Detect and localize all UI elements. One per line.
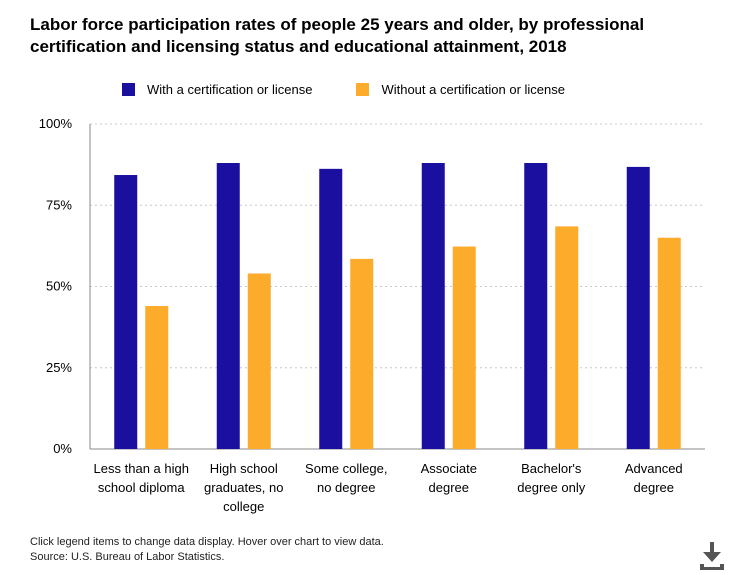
- x-category-label-line: High school: [210, 461, 278, 476]
- x-category-label-line: no degree: [317, 480, 376, 495]
- y-tick-label: 0%: [53, 441, 72, 456]
- footer-note: Click legend items to change data displa…: [30, 536, 384, 548]
- x-category-label: Associate degree: [421, 461, 477, 495]
- x-category-label-line: Some college,: [305, 461, 387, 476]
- x-category-label-line: graduates, no: [204, 480, 284, 495]
- bar-with-cert[interactable]: [626, 166, 650, 449]
- download-button[interactable]: [698, 540, 726, 572]
- y-tick-label: 25%: [46, 360, 72, 375]
- y-tick-label: 100%: [39, 116, 73, 131]
- bar-without-cert[interactable]: [452, 246, 476, 449]
- footer-source: Source: U.S. Bureau of Labor Statistics.: [30, 551, 225, 563]
- x-category-label-line: Less than a high: [94, 461, 189, 476]
- legend-label-without-cert: Without a certification or license: [381, 81, 565, 97]
- bar-without-cert[interactable]: [657, 237, 681, 449]
- x-category-label-line: degree only: [517, 480, 585, 495]
- x-category-label-line: Bachelor's: [521, 461, 582, 476]
- bar-with-cert[interactable]: [421, 163, 445, 449]
- x-category-label-line: degree: [429, 480, 469, 495]
- x-category-label: Less than a high school diploma: [94, 461, 189, 495]
- y-tick-label: 75%: [46, 197, 72, 212]
- download-icon: [700, 542, 724, 570]
- x-category-label-line: college: [223, 499, 264, 514]
- bar-without-cert[interactable]: [350, 258, 374, 449]
- legend-item-without-cert[interactable]: Without a certification or license: [356, 82, 565, 97]
- x-category-label-line: school diploma: [98, 480, 185, 495]
- bar-without-cert[interactable]: [247, 273, 271, 450]
- x-category-label-line: Advanced: [625, 461, 683, 476]
- legend: With a certification or license Without …: [122, 80, 609, 98]
- x-category-label-line: degree: [634, 480, 674, 495]
- bar-with-cert[interactable]: [524, 163, 548, 449]
- bar-without-cert[interactable]: [555, 226, 579, 449]
- bar-with-cert[interactable]: [114, 175, 138, 449]
- x-category-label: Bachelor's degree only: [517, 461, 585, 495]
- legend-label-with-cert: With a certification or license: [147, 81, 313, 97]
- x-category-label: Advanced degree: [625, 461, 683, 495]
- chart-footer: Click legend items to change data displa…: [30, 535, 384, 565]
- x-category-label: High school graduates, no college: [204, 461, 284, 514]
- y-tick-label: 50%: [46, 279, 72, 294]
- x-category-label: Some college, no degree: [305, 461, 387, 495]
- legend-swatch-without-cert: [356, 82, 370, 96]
- legend-item-with-cert[interactable]: With a certification or license: [122, 82, 312, 97]
- legend-swatch-with-cert: [122, 82, 135, 96]
- bar-with-cert[interactable]: [319, 168, 343, 449]
- x-category-label-line: Associate: [421, 461, 477, 476]
- chart-title: Labor force participation rates of peopl…: [30, 15, 645, 56]
- bar-without-cert[interactable]: [145, 306, 169, 449]
- bar-with-cert[interactable]: [216, 163, 240, 449]
